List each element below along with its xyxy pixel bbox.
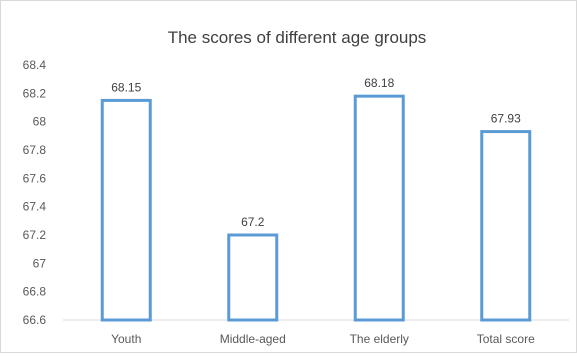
data-label: 67.93: [491, 112, 521, 126]
bar-total-score: [480, 130, 532, 322]
y-tick-label: 67.8: [23, 143, 47, 157]
x-tick-label: Total score: [477, 332, 535, 346]
bar-youth: [100, 98, 152, 322]
bar-the-elderly: [353, 94, 405, 322]
data-label: 68.18: [364, 76, 394, 90]
bar-middle-aged: [227, 233, 279, 322]
y-tick-label: 68: [33, 115, 47, 129]
chart-title: The scores of different age groups: [168, 28, 427, 47]
y-tick-label: 68.2: [23, 86, 47, 100]
y-tick-label: 67: [33, 256, 47, 270]
y-tick-label: 67.4: [23, 200, 47, 214]
y-tick-label: 67.2: [23, 228, 47, 242]
y-tick-label: 66.6: [23, 313, 47, 327]
bar-chart: The scores of different age groups 66.66…: [23, 28, 569, 346]
data-label: 68.15: [111, 80, 141, 94]
data-label: 67.2: [241, 215, 265, 229]
y-tick-label: 68.4: [23, 58, 47, 72]
x-tick-label: The elderly: [350, 332, 409, 346]
y-tick-label: 66.8: [23, 285, 47, 299]
x-tick-label: Youth: [111, 332, 141, 346]
x-axis: Youth Middle-aged The elderly Total score: [63, 319, 569, 346]
y-tick-label: 67.6: [23, 171, 47, 185]
y-axis: 66.6 66.8 67 67.2 67.4 67.6 67.8 68 68.2 68.4: [23, 58, 47, 327]
bars: 68.15 67.2 68.18 67.93: [100, 76, 532, 322]
x-tick-label: Middle-aged: [220, 332, 286, 346]
